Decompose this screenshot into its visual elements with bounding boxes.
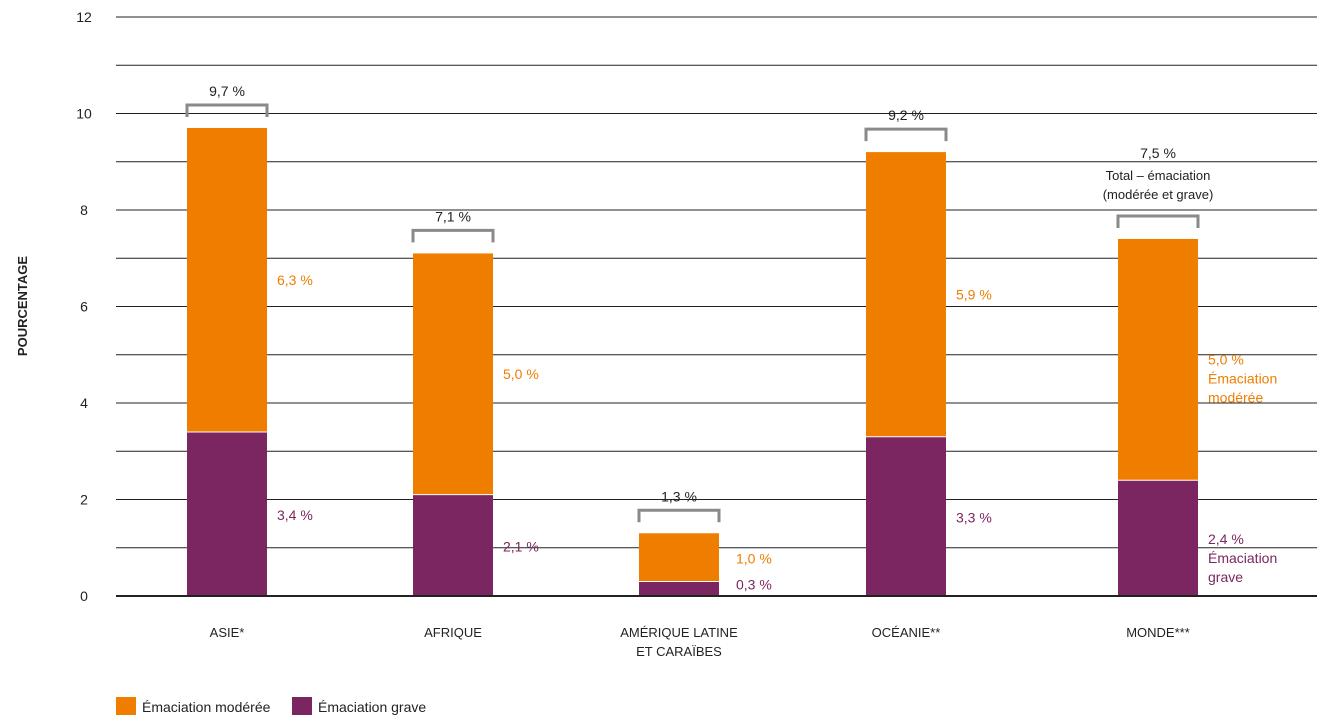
bar-moderate-3 <box>866 152 946 437</box>
total-label-3: 9,2 % <box>888 107 924 123</box>
y-tick-label: 6 <box>80 299 88 315</box>
total-title-annotation: Total – émaciation <box>1106 168 1211 183</box>
total-bracket-1 <box>411 228 495 243</box>
moderate-value-label-0: 6,3 % <box>277 272 313 288</box>
y-tick-label: 12 <box>76 9 92 25</box>
y-tick-label: 10 <box>76 106 92 122</box>
bar-moderate-4 <box>1118 238 1198 481</box>
bar-severe-2 <box>639 581 719 596</box>
total-bracket-2 <box>637 508 721 523</box>
y-tick-label: 0 <box>80 588 88 604</box>
y-axis-label: POURCENTAGE <box>15 256 30 356</box>
category-label-2: ET CARAÏBES <box>636 644 722 659</box>
legend-swatch-severe <box>292 697 312 715</box>
y-tick-label: 2 <box>80 492 88 508</box>
category-label-1: AFRIQUE <box>424 625 482 640</box>
severe-value-label-3: 3,3 % <box>956 509 992 525</box>
severe-value-label-2: 0,3 % <box>736 577 772 593</box>
severe-value-label-1: 2,1 % <box>503 538 539 554</box>
category-label-3: OCÉANIE** <box>872 625 941 640</box>
category-label-4: MONDE*** <box>1126 625 1190 640</box>
y-tick-label: 8 <box>80 202 88 218</box>
total-label-0: 9,7 % <box>209 83 245 99</box>
severe-note-annotation: Émaciation <box>1208 550 1277 566</box>
bar-moderate-0 <box>187 127 267 432</box>
bar-severe-1 <box>413 494 493 596</box>
severe-note-annotation: grave <box>1208 569 1243 585</box>
total-bracket-3 <box>864 127 948 142</box>
moderate-note-annotation: modérée <box>1208 390 1263 406</box>
total-bracket-0 <box>185 103 269 117</box>
bar-severe-3 <box>866 436 946 596</box>
total-label-1: 7,1 % <box>435 208 471 224</box>
bar-severe-4 <box>1118 480 1198 596</box>
total-subtitle-annotation: (modérée et grave) <box>1103 187 1214 202</box>
severe-value-label-0: 3,4 % <box>277 507 313 523</box>
legend-label-moderate: Émaciation modérée <box>142 699 271 715</box>
category-label-2: AMÉRIQUE LATINE <box>620 625 738 640</box>
total-bracket-4 <box>1116 214 1200 228</box>
total-label-2: 1,3 % <box>661 488 697 504</box>
category-label-0: ASIE* <box>210 625 245 640</box>
bar-moderate-1 <box>413 253 493 495</box>
bar-moderate-2 <box>639 533 719 582</box>
moderate-value-label-3: 5,9 % <box>956 286 992 302</box>
total-label-4: 7,5 % <box>1140 145 1176 161</box>
legend-label-severe: Émaciation grave <box>318 699 426 715</box>
severe-value-label-4: 2,4 % <box>1208 531 1244 547</box>
bar-severe-0 <box>187 431 267 596</box>
moderate-note-annotation: Émaciation <box>1208 371 1277 387</box>
y-tick-label: 4 <box>80 395 88 411</box>
legend-swatch-moderate <box>116 697 136 715</box>
moderate-value-label-2: 1,0 % <box>736 550 772 566</box>
moderate-value-label-1: 5,0 % <box>503 366 539 382</box>
moderate-value-label-4: 5,0 % <box>1208 352 1244 368</box>
